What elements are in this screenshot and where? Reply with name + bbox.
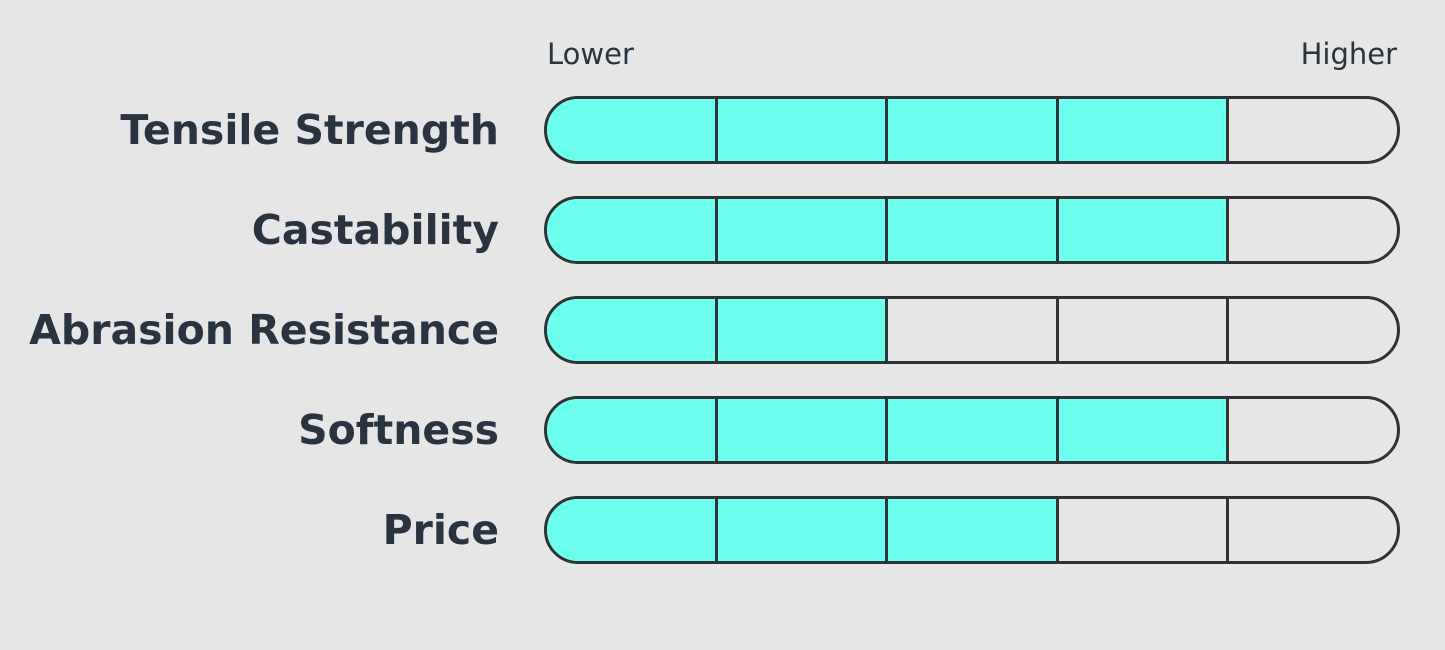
category-label: Price xyxy=(382,506,499,554)
rating-segment-empty xyxy=(1055,299,1227,361)
rating-segment-filled xyxy=(714,99,886,161)
rating-segment-empty xyxy=(1055,499,1227,561)
category-label: Tensile Strength xyxy=(120,106,499,154)
rating-bar xyxy=(544,296,1400,364)
rating-row: Abrasion Resistance xyxy=(0,296,1445,364)
rating-segment-filled xyxy=(547,399,715,461)
category-label: Abrasion Resistance xyxy=(29,306,499,354)
rating-segment-filled xyxy=(714,199,886,261)
rating-segment-filled xyxy=(885,499,1056,561)
rating-segment-filled xyxy=(714,499,886,561)
rating-segment-filled xyxy=(547,299,715,361)
rating-bar xyxy=(544,396,1400,464)
rating-segment-filled xyxy=(547,499,715,561)
rating-bar xyxy=(544,496,1400,564)
rating-segment-filled xyxy=(1055,399,1227,461)
rating-segment-empty xyxy=(1226,499,1397,561)
rating-segment-filled xyxy=(885,199,1056,261)
scale-min-label: Lower xyxy=(547,37,634,71)
category-label: Softness xyxy=(298,406,499,454)
rating-segment-filled xyxy=(1055,199,1227,261)
rating-segment-filled xyxy=(714,299,886,361)
rating-segment-filled xyxy=(885,399,1056,461)
rating-segment-filled xyxy=(714,399,886,461)
rating-segment-filled xyxy=(547,199,715,261)
rating-row: Castability xyxy=(0,196,1445,264)
rating-row: Softness xyxy=(0,396,1445,464)
rating-segment-empty xyxy=(1226,199,1397,261)
scale-max-label: Higher xyxy=(1300,37,1397,71)
rating-bar xyxy=(544,96,1400,164)
rating-segment-filled xyxy=(885,99,1056,161)
rating-segment-empty xyxy=(1226,99,1397,161)
category-label: Castability xyxy=(251,206,499,254)
rating-segment-filled xyxy=(1055,99,1227,161)
rating-row: Price xyxy=(0,496,1445,564)
rating-segment-empty xyxy=(1226,299,1397,361)
rating-row: Tensile Strength xyxy=(0,96,1445,164)
rating-bar xyxy=(544,196,1400,264)
rating-segment-filled xyxy=(547,99,715,161)
rating-segment-empty xyxy=(1226,399,1397,461)
rating-segment-empty xyxy=(885,299,1056,361)
